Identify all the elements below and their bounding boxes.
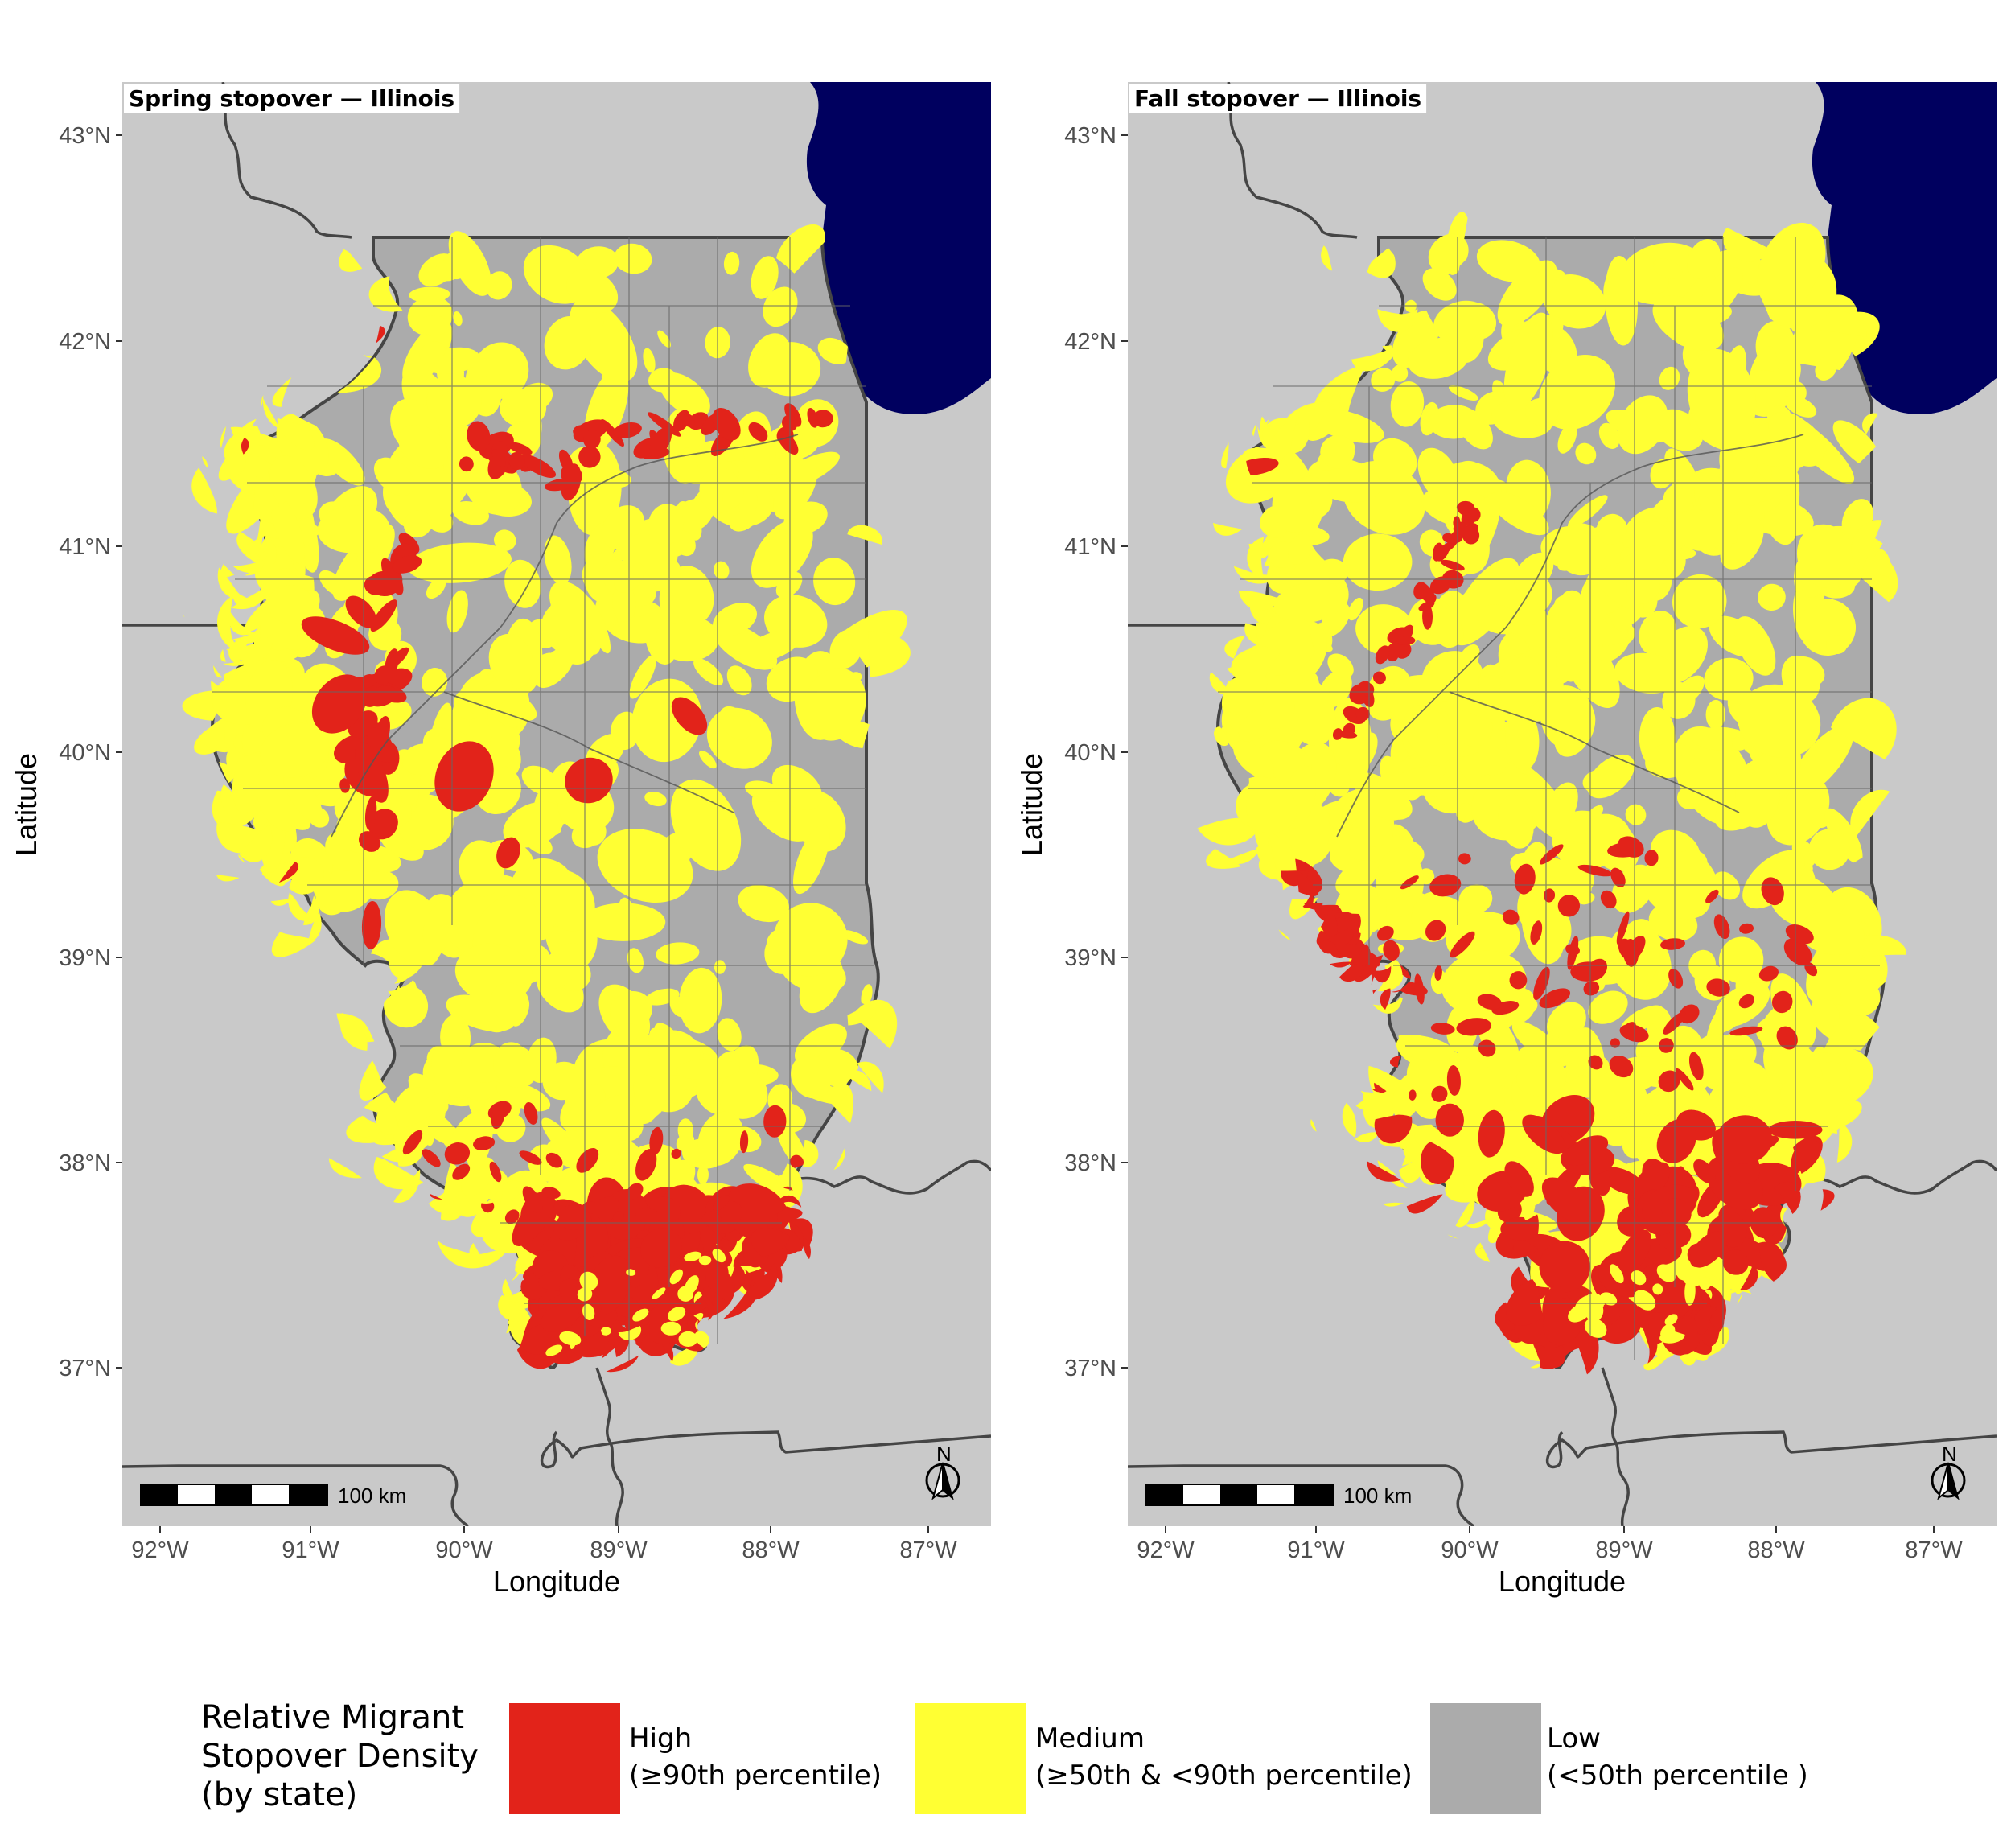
density-patch — [614, 243, 652, 274]
density-patch — [766, 656, 818, 702]
panel-title: Spring stopover — Illinois — [129, 85, 454, 112]
density-patch — [1435, 1103, 1464, 1137]
x-axis-title: Longitude — [1499, 1565, 1626, 1598]
y-axis-title: Latitude — [1015, 753, 1048, 856]
density-patch — [493, 529, 516, 551]
scale-bar: 100 km — [140, 1484, 406, 1508]
legend-title-line-2: Stopover Density — [201, 1738, 479, 1775]
legend-title-line-1: Relative Migrant — [201, 1699, 464, 1736]
lat-axis: 43°N 42°N 41°N 40°N 39°N 38°N 37°N — [1064, 123, 1128, 1381]
lat-tick-label: 43°N — [59, 123, 111, 149]
scale-bar: 100 km — [1145, 1484, 1412, 1508]
legend-detail-high: (≥90th percentile) — [629, 1760, 882, 1792]
legend-swatch-low — [1430, 1703, 1541, 1814]
lon-tick-label: 91°W — [1287, 1537, 1345, 1563]
density-patch — [656, 942, 700, 965]
density-patch — [679, 967, 722, 1034]
legend-swatch-high — [509, 1703, 620, 1814]
y-axis-title: Latitude — [10, 753, 43, 856]
lon-tick-label: 88°W — [1747, 1537, 1805, 1563]
legend-swatch-medium — [915, 1703, 1026, 1814]
density-patch — [697, 1165, 709, 1185]
lat-tick-label: 41°N — [59, 534, 111, 560]
density-patch — [627, 948, 644, 973]
legend-title-line-3: (by state) — [201, 1776, 357, 1813]
lat-tick-label: 41°N — [1064, 534, 1117, 560]
lat-tick-label: 40°N — [1064, 740, 1117, 766]
lat-tick-label: 38°N — [59, 1150, 111, 1176]
lon-axis: 92°W 91°W 90°W 89°W 88°W 87°W — [1137, 1526, 1963, 1563]
lat-tick-label: 42°N — [59, 329, 111, 355]
lon-tick-label: 89°W — [1595, 1537, 1653, 1563]
density-patch — [426, 375, 482, 428]
legend-detail-low: (<50th percentile ) — [1547, 1760, 1808, 1792]
density-patch — [544, 535, 572, 585]
lat-tick-label: 39°N — [59, 945, 111, 971]
lon-tick-label: 88°W — [742, 1537, 800, 1563]
density-patch — [714, 960, 726, 974]
lake-michigan — [806, 82, 991, 414]
lon-tick-label: 91°W — [282, 1537, 339, 1563]
legend: Relative Migrant Stopover Density (by st… — [201, 1699, 1808, 1814]
density-patch — [480, 373, 487, 396]
legend-label-low: Low — [1547, 1722, 1601, 1755]
density-patch — [644, 791, 667, 807]
legend-label-medium: Medium — [1035, 1722, 1145, 1755]
lat-tick-label: 38°N — [1064, 1150, 1117, 1176]
lat-tick-label: 40°N — [59, 740, 111, 766]
lon-tick-label: 92°W — [131, 1537, 189, 1563]
scale-bar-label: 100 km — [1343, 1484, 1412, 1508]
lon-axis: 92°W 91°W 90°W 89°W 88°W 87°W — [131, 1526, 957, 1563]
lon-tick-label: 90°W — [435, 1537, 493, 1563]
north-label: N — [1942, 1442, 1957, 1466]
lon-tick-label: 92°W — [1137, 1537, 1195, 1563]
density-patch — [717, 1018, 742, 1052]
spring-map-panel: Spring stopover — Illinois 100 km N 43°N… — [10, 82, 991, 1598]
fall-map-panel: Fall stopover — Illinois 100 km N 43°N 42… — [1015, 82, 1997, 1598]
lat-tick-label: 37°N — [59, 1356, 111, 1381]
density-patch — [841, 930, 869, 945]
legend-label-high: High — [629, 1722, 692, 1755]
lat-tick-label: 42°N — [1064, 329, 1117, 355]
density-patch — [407, 542, 512, 583]
panel-title: Fall stopover — Illinois — [1134, 85, 1421, 112]
lat-tick-label: 39°N — [1064, 945, 1117, 971]
lon-tick-label: 89°W — [590, 1537, 648, 1563]
lon-tick-label: 87°W — [1905, 1537, 1963, 1563]
north-label: N — [936, 1442, 952, 1466]
density-patch — [1840, 978, 1881, 1016]
legend-detail-medium: (≥50th & <90th percentile) — [1035, 1760, 1413, 1792]
density-patch — [373, 457, 415, 496]
density-patch — [637, 850, 666, 900]
lon-tick-label: 87°W — [899, 1537, 957, 1563]
lat-tick-label: 37°N — [1064, 1356, 1117, 1381]
x-axis-title: Longitude — [493, 1565, 620, 1598]
scale-bar-label: 100 km — [338, 1484, 406, 1508]
lon-tick-label: 90°W — [1441, 1537, 1499, 1563]
lat-tick-label: 43°N — [1064, 123, 1117, 149]
density-patch — [678, 1331, 698, 1347]
lat-axis: 43°N 42°N 41°N 40°N 39°N 38°N 37°N — [59, 123, 122, 1381]
